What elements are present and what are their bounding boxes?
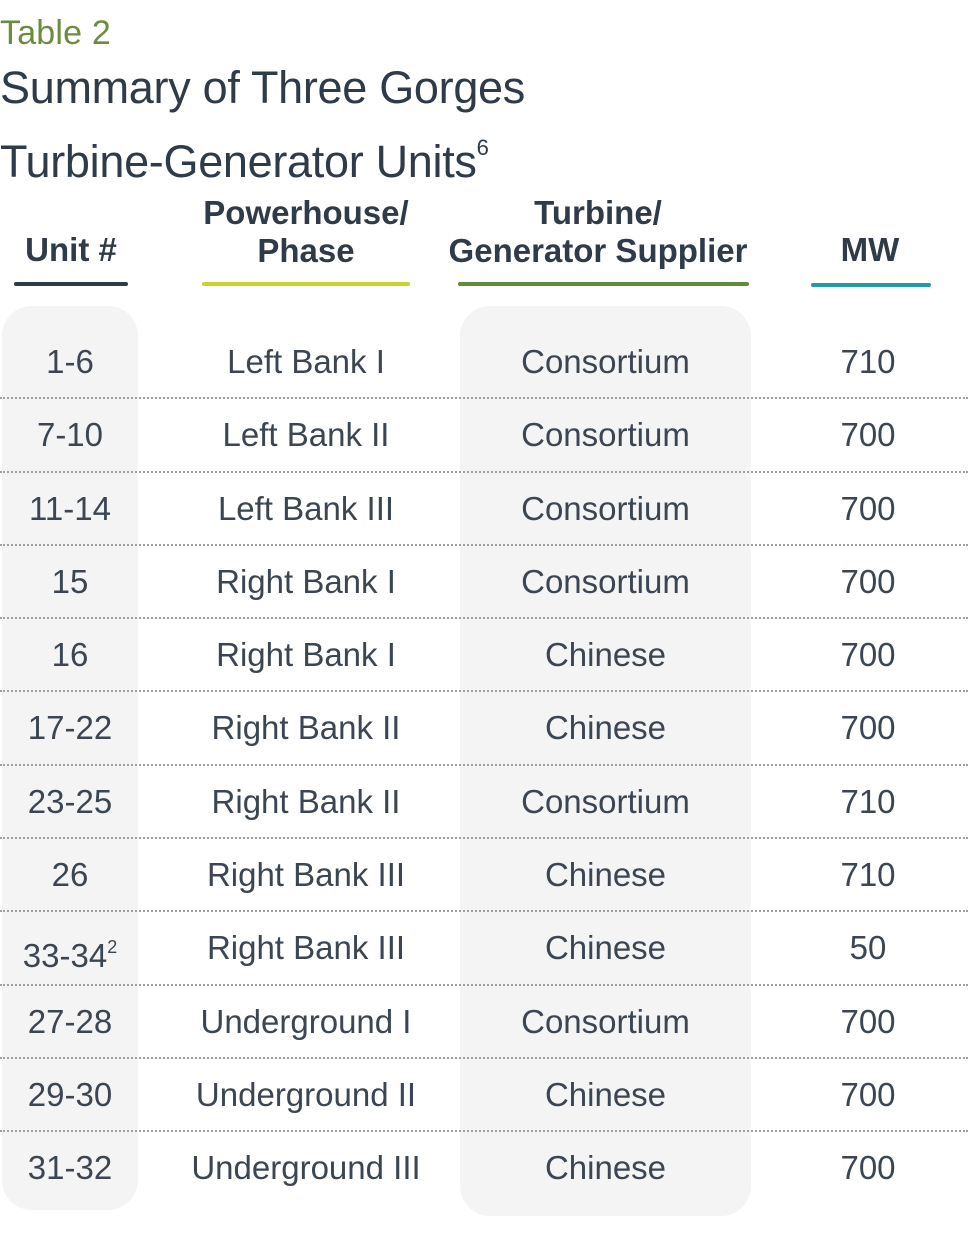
cell-phase: Left Bank III <box>217 489 395 527</box>
cell-unit: 1-6 <box>2 326 138 397</box>
cell-supplier: Consortium <box>521 416 690 454</box>
column-header-supplier-line-2: Generator Supplier <box>448 232 748 269</box>
phase-header-underline <box>202 282 410 286</box>
cell-mw: 710 <box>840 782 896 820</box>
cell-mw: 700 <box>840 1002 896 1040</box>
cell-unit: 11-14 <box>2 473 138 544</box>
column-header-mw-text: MW <box>840 231 900 268</box>
column-header-phase: Powerhouse/ Phase <box>196 194 416 270</box>
cell-unit-text: 17-22 <box>27 709 113 747</box>
table-label: Table 2 <box>0 14 112 52</box>
table-row: 29-30 Underground II Chinese 700 <box>0 1059 968 1133</box>
table-row: 11-14 Left Bank III Consortium 700 <box>0 473 968 546</box>
cell-supplier: Chinese <box>544 856 667 894</box>
cell-supplier: Chinese <box>544 1075 667 1113</box>
table-row: 27-28 Underground I Consortium 700 <box>0 986 968 1059</box>
cell-unit-footnote-marker: 2 <box>107 937 118 958</box>
cell-phase: Underground II <box>195 1075 417 1113</box>
table-row: 23-25 Right Bank II Consortium 710 <box>0 766 968 840</box>
cell-supplier: Consortium <box>521 489 690 527</box>
cell-unit-text: 27-28 <box>27 1002 113 1040</box>
cell-supplier: Chinese <box>544 929 667 967</box>
cell-mw: 700 <box>840 1149 896 1187</box>
cell-supplier: Consortium <box>521 343 690 380</box>
table-title: Summary of Three Gorges Turbine-Generato… <box>0 58 525 192</box>
column-header-phase-line-1: Powerhouse/ <box>203 194 409 231</box>
cell-supplier: Consortium <box>521 782 690 820</box>
cell-unit: 27-28 <box>2 986 138 1057</box>
cell-unit-text: 1-6 <box>46 343 94 380</box>
cell-unit: 31-32 <box>2 1132 138 1203</box>
cell-phase: Right Bank III <box>206 856 406 894</box>
cell-mw: 710 <box>840 856 896 894</box>
cell-unit-text: 29-30 <box>27 1075 113 1113</box>
title-line-2-text: Turbine-Generator Units <box>0 136 477 187</box>
cell-mw: 700 <box>840 489 896 527</box>
cell-supplier: Consortium <box>521 562 690 600</box>
cell-unit-text: 23-25 <box>27 782 113 820</box>
cell-unit: 7-10 <box>2 399 138 470</box>
cell-phase: Right Bank II <box>211 782 401 820</box>
cell-phase: Right Bank I <box>216 562 396 600</box>
cell-unit-text: 15 <box>51 562 89 600</box>
cell-supplier: Consortium <box>521 1002 690 1040</box>
cell-phase: Underground I <box>200 1002 412 1040</box>
cell-phase: Right Bank III <box>206 929 406 967</box>
table-row: 33-342 Right Bank III Chinese 50 <box>0 912 968 986</box>
table-row: 1-6 Left Bank I Consortium 710 <box>0 326 968 400</box>
cell-unit-text: 11-14 <box>29 489 111 527</box>
cell-supplier: Chinese <box>544 1149 667 1187</box>
unit-column-background <box>2 306 138 1210</box>
cell-unit: 23-25 <box>2 766 138 837</box>
column-header-supplier-line-1: Turbine/ <box>534 194 662 231</box>
title-line-2: Turbine-Generator Units6 <box>0 118 525 192</box>
table-row: 17-22 Right Bank II Chinese 700 <box>0 692 968 766</box>
cell-phase: Right Bank II <box>211 709 401 747</box>
cell-mw: 700 <box>840 709 896 747</box>
column-header-phase-line-2: Phase <box>257 232 355 269</box>
cell-unit: 26 <box>2 839 138 910</box>
cell-mw: 700 <box>840 562 896 600</box>
cell-mw: 700 <box>840 416 896 454</box>
column-header-unit-text: Unit # <box>25 231 117 268</box>
cell-phase: Right Bank I <box>216 636 396 674</box>
title-footnote-marker: 6 <box>476 135 489 160</box>
cell-phase: Left Bank I <box>227 343 385 380</box>
cell-unit: 17-22 <box>2 692 138 763</box>
cell-unit: 15 <box>2 546 138 617</box>
column-header-unit: Unit # <box>10 231 132 269</box>
cell-unit: 29-30 <box>2 1059 138 1130</box>
cell-supplier: Chinese <box>544 636 667 674</box>
unit-header-underline <box>14 282 128 286</box>
cell-mw: 700 <box>840 1075 896 1113</box>
cell-unit: 33-342 <box>2 912 138 983</box>
cell-phase: Left Bank II <box>222 416 390 454</box>
title-line-1: Summary of Three Gorges <box>0 62 525 113</box>
cell-unit-text: 26 <box>51 856 89 894</box>
cell-mw: 50 <box>849 929 887 967</box>
cell-unit: 16 <box>2 619 138 690</box>
cell-supplier: Chinese <box>544 709 667 747</box>
column-header-mw: MW <box>808 231 932 269</box>
cell-mw: 710 <box>840 343 896 380</box>
cell-unit-text: 7-10 <box>36 416 104 454</box>
table-row: 7-10 Left Bank II Consortium 700 <box>0 399 968 473</box>
supplier-header-underline <box>458 282 749 286</box>
column-header-supplier: Turbine/ Generator Supplier <box>438 194 758 270</box>
cell-phase: Underground III <box>191 1149 421 1187</box>
table-row: 31-32 Underground III Chinese 700 <box>0 1132 968 1205</box>
table-row: 26 Right Bank III Chinese 710 <box>0 839 968 913</box>
table-row: 15 Right Bank I Consortium 700 <box>0 546 968 620</box>
cell-unit-text: 16 <box>51 636 89 674</box>
cell-unit-text: 33-34 <box>22 937 108 975</box>
mw-header-underline <box>811 283 931 287</box>
cell-mw: 700 <box>840 636 896 674</box>
supplier-column-background <box>460 306 751 1216</box>
table-row: 16 Right Bank I Chinese 700 <box>0 619 968 693</box>
cell-unit-text: 31-32 <box>27 1149 113 1187</box>
table-body: 1-6 Left Bank I Consortium 710 7-10 Left Bank… <box>0 326 968 1206</box>
